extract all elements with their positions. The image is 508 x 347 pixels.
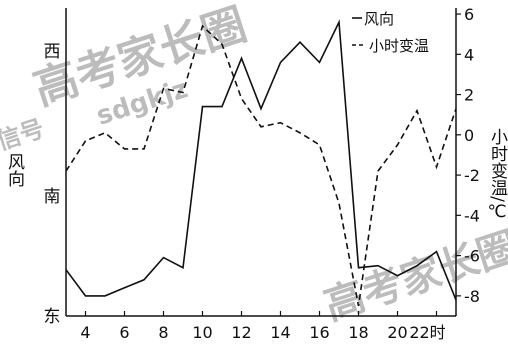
right-y-tick-label: 4 [464,45,474,64]
right-y-tick-label: -4 [464,206,480,225]
right-y-tick-label: -6 [464,247,480,266]
right-y-tick-label: 6 [464,5,474,24]
x-tick-label: 22时 [409,323,445,342]
x-tick-label: 10 [192,323,212,342]
legend-label-wind: 风向 [364,10,394,28]
wind-direction-line [65,19,457,301]
x-tick-label: 4 [80,323,90,342]
watermark-text: 信号 [0,114,48,155]
left-category-label: 西 [44,42,61,62]
x-tick-label: 14 [270,323,290,342]
temp-change-line [65,24,457,307]
x-tick-label: 8 [158,323,168,342]
x-tick-label: 12 [231,323,251,342]
watermark-text: 高考家长圈 [319,224,508,330]
right-y-tick-label: 0 [464,126,474,145]
x-tick-label: 20 [387,323,407,342]
plot-area [65,19,457,307]
left-category-label: 东 [44,307,61,327]
x-tick-label: 18 [348,323,368,342]
right-y-tick-label: -8 [464,287,480,306]
right-y-tick-label: -2 [464,166,480,185]
left-axis-label: 风向 [4,153,25,187]
legend-label-temp: 小时变温 [369,37,429,55]
x-tick-label: 16 [309,323,329,342]
x-tick-label: 6 [119,323,129,342]
right-y-tick-label: 2 [464,86,474,105]
left-category-label: 南 [44,187,61,207]
right-axis-label: 小时变温/℃ [487,128,508,222]
